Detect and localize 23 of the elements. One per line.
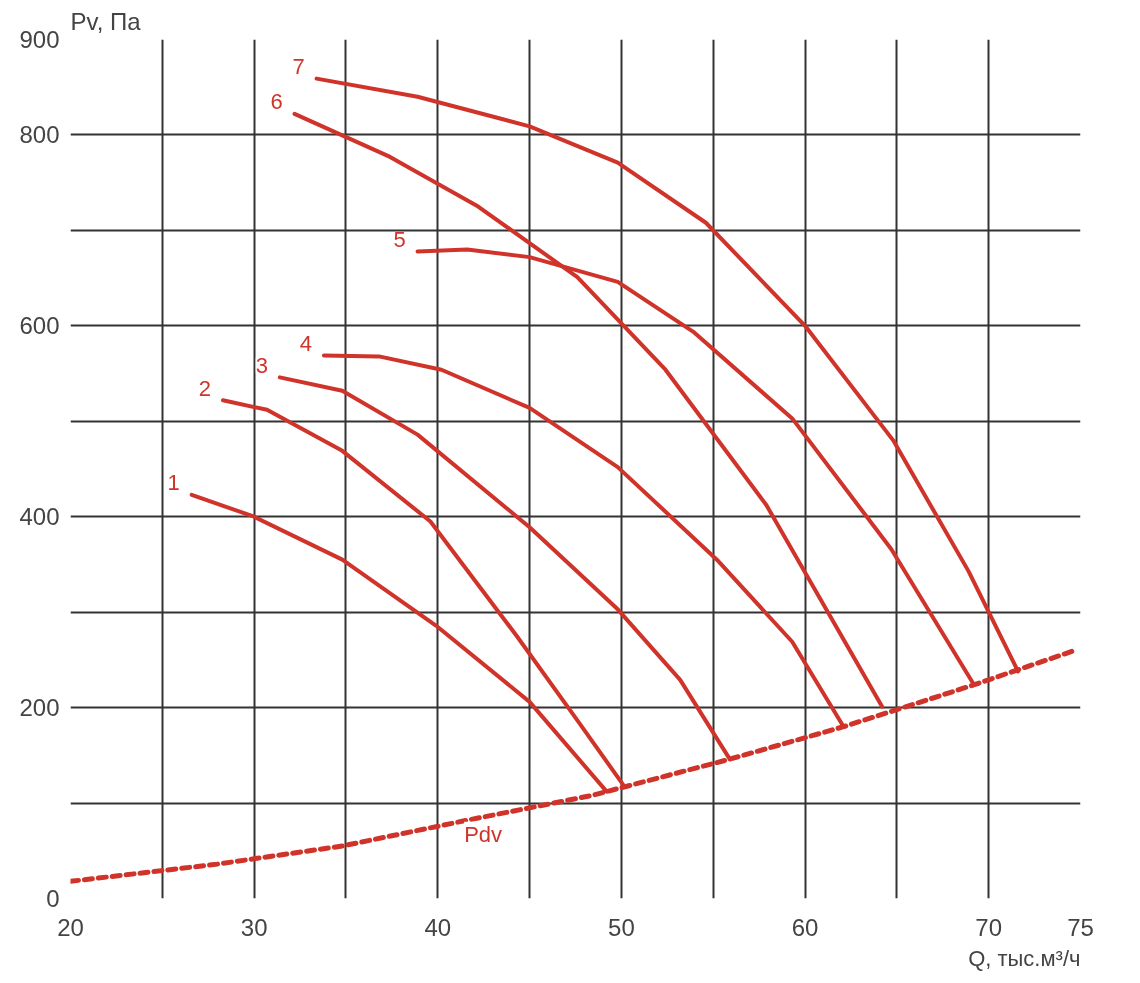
- series-label: 3: [255, 352, 268, 378]
- y-tick-label: 800: [19, 121, 60, 149]
- series-label: 6: [270, 89, 283, 115]
- y-axis-title: Pv, Па: [70, 7, 142, 35]
- series-label: 1: [167, 470, 180, 496]
- y-tick-label: 0: [46, 885, 60, 912]
- x-tick-label: 50: [608, 913, 635, 941]
- series-label: 5: [393, 226, 406, 252]
- y-tick-label: 200: [19, 694, 60, 722]
- x-tick-label: 20: [57, 913, 84, 941]
- y-tick-label: 900: [19, 26, 60, 53]
- x-tick-label: 70: [975, 913, 1003, 941]
- x-tick-label: 30: [240, 913, 268, 941]
- x-tick-label: 75: [1067, 913, 1094, 941]
- series-label: 4: [299, 330, 313, 356]
- series-label: Pdv: [464, 821, 503, 847]
- series-label: 2: [198, 375, 212, 401]
- y-tick-label: 400: [19, 503, 60, 531]
- y-tick-label: 600: [19, 312, 60, 340]
- x-tick-label: 40: [424, 913, 452, 941]
- x-tick-label: 60: [791, 913, 819, 941]
- x-axis-title: Q, тыс.м³/ч: [968, 945, 1081, 971]
- series-label: 7: [292, 54, 305, 80]
